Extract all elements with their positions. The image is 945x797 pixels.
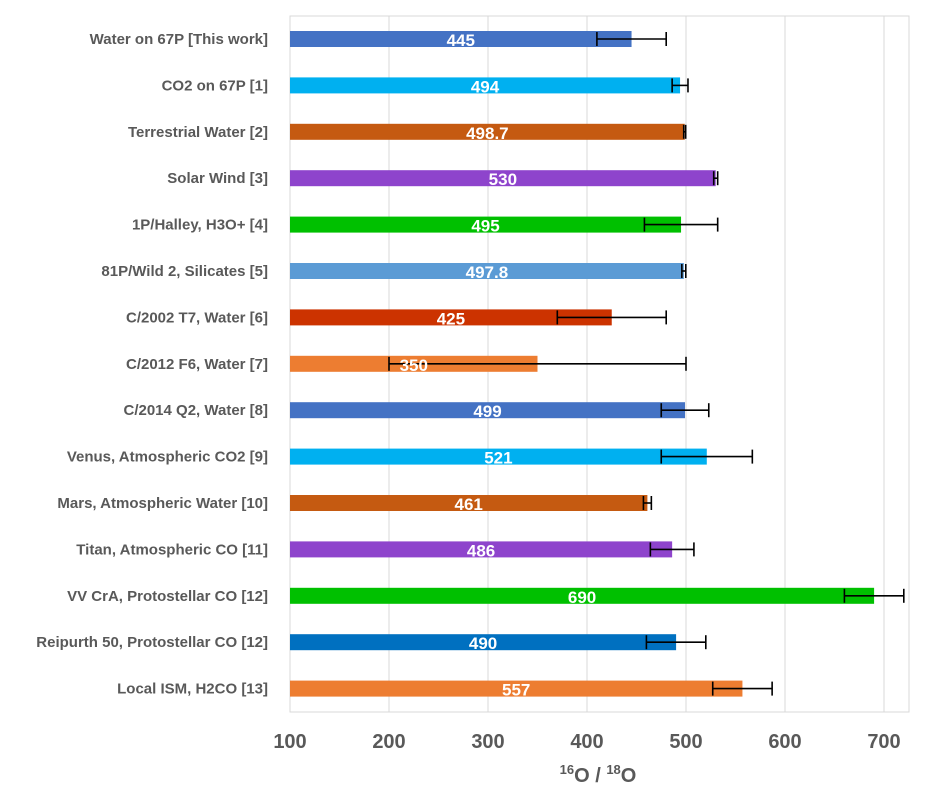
x-tick-label-300: 300	[471, 731, 504, 753]
bar-10	[290, 448, 707, 465]
value-label-10: 521	[484, 449, 512, 468]
error-bar-6	[681, 264, 687, 278]
value-label-12: 486	[467, 541, 495, 560]
value-label-13: 690	[568, 588, 596, 607]
error-bar-5	[643, 217, 719, 232]
error-bar-3	[682, 124, 687, 139]
error-bar-9	[660, 403, 710, 418]
value-label-15: 557	[502, 681, 530, 700]
bar-11	[290, 495, 648, 511]
bar-1	[290, 31, 632, 47]
value-labels-layer: 445 494 498.7 530 495 497.8 425 350 499 521 461 486…	[400, 31, 597, 700]
x-axis-title: 16O / 18O	[560, 762, 637, 787]
x-tick-label-700: 700	[867, 731, 900, 753]
bar-2	[290, 77, 681, 94]
bar-12	[290, 541, 673, 558]
bar-5	[290, 216, 682, 233]
x-axis-title-isotope2-mass: 18	[606, 762, 620, 777]
value-label-14: 490	[469, 634, 497, 653]
bar-7	[290, 309, 612, 326]
value-label-3: 498.7	[466, 124, 509, 143]
x-axis-title-separator: /	[590, 765, 607, 787]
category-label-14: Reipurth 50, Protostellar CO [12]	[36, 634, 268, 651]
error-bar-12	[649, 542, 695, 557]
x-tick-label-200: 200	[372, 731, 405, 753]
x-tick-label-500: 500	[669, 731, 702, 753]
bars-layer	[290, 31, 875, 697]
bar-3	[290, 123, 685, 140]
category-label-3: Terrestrial Water [2]	[128, 124, 268, 141]
category-label-7: C/2002 T7, Water [6]	[126, 309, 268, 326]
value-label-7: 425	[437, 309, 465, 328]
error-bar-14	[645, 635, 707, 650]
error-bar-4	[712, 171, 719, 186]
category-label-2: CO2 on 67P [1]	[162, 77, 268, 94]
category-label-13: VV CrA, Protostellar CO [12]	[67, 588, 268, 605]
x-axis-title-isotope2-symbol: O	[621, 765, 637, 787]
category-label-6: 81P/Wild 2, Silicates [5]	[101, 263, 268, 280]
bar-15	[290, 680, 743, 697]
category-label-8: C/2012 F6, Water [7]	[126, 356, 268, 373]
value-label-6: 497.8	[466, 263, 509, 282]
x-tick-label-100: 100	[273, 731, 306, 753]
category-label-9: C/2014 Q2, Water [8]	[124, 402, 269, 419]
category-labels-layer: Water on 67P [This work] CO2 on 67P [1] Te…	[36, 31, 268, 698]
category-label-10: Venus, Atmospheric CO2 [9]	[67, 449, 268, 466]
error-bar-10	[660, 449, 754, 464]
category-label-15: Local ISM, H2CO [13]	[117, 681, 268, 698]
category-label-5: 1P/Halley, H3O+ [4]	[132, 217, 268, 234]
error-bar-2	[671, 78, 689, 93]
value-label-5: 495	[471, 217, 499, 236]
x-tick-label-600: 600	[768, 731, 801, 753]
x-axis-title-isotope1-symbol: O	[574, 765, 590, 787]
error-bar-7	[556, 310, 668, 325]
error-bar-1	[596, 32, 668, 46]
bar-14	[290, 634, 677, 651]
x-tick-label-400: 400	[570, 731, 603, 753]
tick-labels-layer: 100 200 300 400 500 600 700	[273, 731, 900, 753]
bar-9	[290, 402, 686, 419]
value-label-1: 445	[447, 31, 475, 50]
category-label-1: Water on 67P [This work]	[90, 31, 268, 48]
category-label-11: Mars, Atmospheric Water [10]	[57, 495, 268, 512]
bar-6	[290, 263, 684, 279]
error-bar-11	[642, 496, 653, 510]
value-label-4: 530	[489, 170, 517, 189]
value-label-9: 499	[473, 402, 501, 421]
category-label-12: Titan, Atmospheric CO [11]	[76, 541, 268, 558]
bar-4	[290, 170, 716, 187]
value-label-8: 350	[400, 356, 428, 375]
error-bar-15	[711, 681, 773, 696]
bar-13	[290, 587, 875, 604]
error-bars-layer	[388, 32, 905, 696]
x-axis-title-isotope1-mass: 16	[560, 762, 574, 777]
error-bar-8	[388, 356, 687, 371]
category-label-4: Solar Wind [3]	[167, 170, 268, 187]
value-label-11: 461	[455, 495, 483, 514]
error-bar-13	[843, 588, 905, 603]
value-label-2: 494	[471, 77, 500, 96]
